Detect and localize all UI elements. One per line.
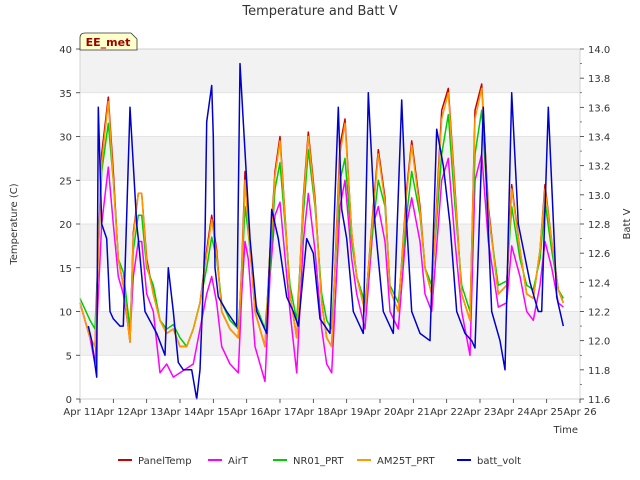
y-tick-label: 20 xyxy=(59,220,72,231)
x-axis-ticks: Apr 11 Apr 12 Apr 13 Apr 14 Apr 15 Apr 16 Apr … xyxy=(63,399,597,418)
station-label-box: EE_met xyxy=(79,32,138,51)
y2-tick-label: 13.6 xyxy=(588,103,610,114)
y2-tick-label: 13.8 xyxy=(588,74,610,85)
station-label: EE_met xyxy=(86,36,131,49)
y2-tick-label: 12.0 xyxy=(588,337,610,348)
y-axis-label: Temperature (C) xyxy=(9,183,20,265)
y2-tick-label: 11.6 xyxy=(588,395,610,406)
y2-tick-label: 12.8 xyxy=(588,220,610,231)
series-line-airt xyxy=(79,153,564,383)
y-tick-label: 25 xyxy=(59,176,72,187)
y-tick-label: 0 xyxy=(66,395,72,406)
band xyxy=(80,136,580,181)
x-tick-label: Apr 22 xyxy=(430,407,463,418)
y2-tick-label: 13.0 xyxy=(588,191,610,202)
y2-tick-label: 13.4 xyxy=(588,133,610,144)
x-tick-label: Apr 16 xyxy=(230,407,263,418)
series-line-nr01-prt xyxy=(79,109,564,348)
station-label-tag xyxy=(79,32,138,51)
y2-tick-label: 14.0 xyxy=(588,45,610,56)
series-line-am25t-prt xyxy=(79,87,565,348)
legend-label: AirT xyxy=(228,456,249,467)
y2-axis-ticks: 11.6 11.8 12.0 12.2 12.4 12.6 12.8 13.0 13.2 13.4… xyxy=(580,45,610,406)
y-axis-ticks: 0 5 10 15 20 25 30 35 40 xyxy=(59,45,80,406)
y2-tick-label: 12.2 xyxy=(588,308,610,319)
legend-label: AM25T_PRT xyxy=(377,456,436,467)
x-tick-label: Apr 12 xyxy=(97,407,130,418)
legend-label: PanelTemp xyxy=(138,456,192,467)
legend-label: NR01_PRT xyxy=(293,456,344,467)
x-axis-label: Time xyxy=(553,425,578,436)
x-tick-label: Apr 24 xyxy=(497,407,530,418)
y2-tick-label: 11.8 xyxy=(588,366,610,377)
y2-tick-label: 13.2 xyxy=(588,162,610,173)
x-tick-label: Apr 21 xyxy=(397,407,430,418)
x-tick-label: Apr 25 xyxy=(530,407,563,418)
series-line-batt-volt xyxy=(87,62,565,400)
legend: PanelTemp AirT NR01_PRT AM25T_PRT batt_volt xyxy=(118,456,521,467)
series-lines xyxy=(79,62,565,400)
chart-title: Temperature and Batt V xyxy=(241,4,397,19)
y-tick-label: 5 xyxy=(66,351,72,362)
x-tick-label: Apr 14 xyxy=(163,407,196,418)
band xyxy=(80,49,580,93)
y2-tick-label: 12.4 xyxy=(588,278,610,289)
x-tick-label: Apr 13 xyxy=(130,407,163,418)
y2-tick-label: 12.6 xyxy=(588,249,610,260)
legend-label: batt_volt xyxy=(477,456,521,467)
x-tick-label: Apr 18 xyxy=(297,407,330,418)
x-tick-label: Apr 11 xyxy=(63,407,96,418)
y-tick-label: 15 xyxy=(59,264,72,275)
x-tick-label: Apr 23 xyxy=(463,407,496,418)
band xyxy=(80,224,580,268)
y2-axis-label: Batt V xyxy=(622,208,633,239)
x-tick-label: Apr 17 xyxy=(263,407,296,418)
y-tick-label: 10 xyxy=(59,308,72,319)
y-tick-label: 35 xyxy=(59,89,72,100)
y-tick-label: 40 xyxy=(59,45,72,56)
x-tick-label: Apr 26 xyxy=(563,407,596,418)
x-tick-label: Apr 19 xyxy=(330,407,363,418)
x-tick-label: Apr 15 xyxy=(197,407,230,418)
y-tick-label: 30 xyxy=(59,133,72,144)
x-tick-label: Apr 20 xyxy=(363,407,396,418)
